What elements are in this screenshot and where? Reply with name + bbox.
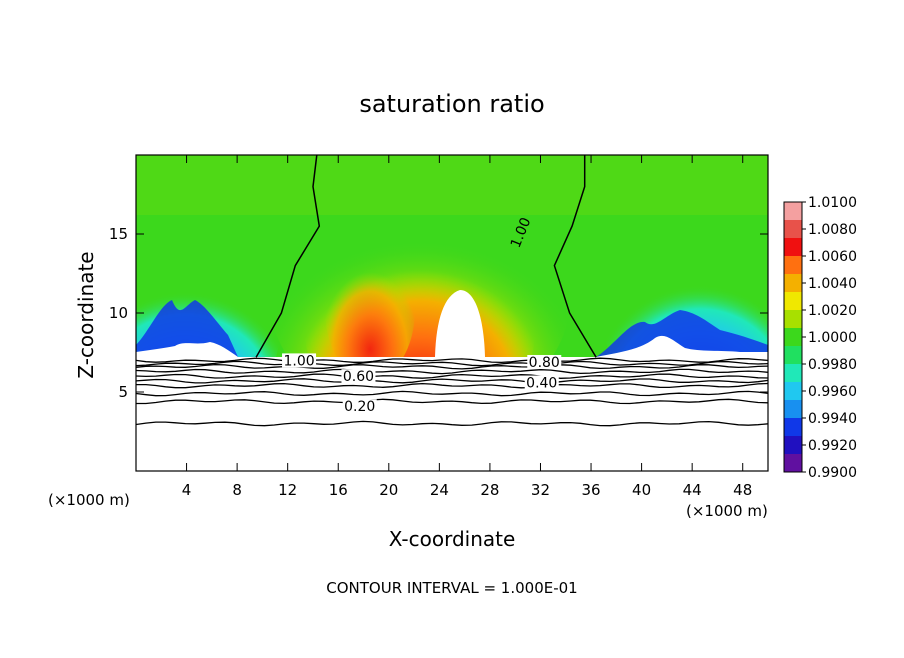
contour-labels: 1.001.00 0.800.60 0.400.20: [282, 215, 562, 415]
colorbar-label: 0.9920: [808, 438, 857, 454]
contour-label-bg: [341, 369, 376, 384]
colorbar-swatch: [784, 436, 802, 455]
plot-area: 1.001.00 0.800.60 0.400.20: [136, 155, 768, 471]
x-axis-label: X-coordinate: [389, 527, 516, 551]
colorbar-swatch: [784, 274, 802, 293]
chart-title: saturation ratio: [359, 90, 544, 118]
contour-label-bg: [342, 399, 377, 414]
x-unit-right: (×1000 m): [686, 502, 768, 520]
colorbar-swatch: [784, 238, 802, 257]
x-tick-label: 12: [278, 481, 297, 499]
colorbar-label: 1.0040: [808, 276, 857, 292]
colorbar-swatch: [784, 346, 802, 365]
center-left-warm-lobe: [325, 240, 415, 380]
contour-label: 0.20: [344, 399, 375, 415]
colorbar-label: 1.0080: [808, 222, 857, 238]
contour-line-1.00: [553, 155, 597, 358]
colorbar-swatch: [784, 310, 802, 329]
x-tick-label: 8: [232, 481, 242, 499]
contour-line: [136, 378, 768, 384]
colorbar-label: 0.9940: [808, 411, 857, 427]
x-tick-label: 32: [531, 481, 550, 499]
x-tick-label: 4: [182, 481, 192, 499]
x-tick-label: 48: [733, 481, 752, 499]
colorbar-swatch: [784, 328, 802, 347]
colorbar-swatch: [784, 292, 802, 311]
colorbar: 1.0100 1.0080 1.0060 1.0040 1.0020 1.0000 0.99…: [783, 195, 857, 481]
colorbar-label: 1.0000: [808, 330, 857, 346]
colorbar-label: 1.0100: [808, 195, 857, 211]
contour-label: 1.00: [283, 353, 314, 369]
colorbar-label: 1.0060: [808, 249, 857, 265]
contour-line: [136, 420, 768, 427]
y-tick-label: 10: [109, 304, 128, 322]
colorbar-swatch: [784, 418, 802, 437]
y-tick-label: 15: [109, 225, 128, 243]
cloud-core-dome: [435, 290, 485, 357]
contour-label: 0.40: [526, 376, 557, 392]
right-cold-ridge: [596, 310, 768, 357]
x-tick-label: 36: [581, 481, 600, 499]
colorbar-label: 0.9900: [808, 465, 857, 481]
x-tick-label: 16: [329, 481, 348, 499]
contour-line: [136, 357, 768, 364]
colorbar-label: 1.0020: [808, 303, 857, 319]
colorbar-swatch: [784, 400, 802, 419]
contour-label-bg: [282, 353, 317, 368]
contour-line-1.00: [255, 155, 321, 358]
colorbar-swatch: [784, 202, 802, 221]
x-tick-label: 20: [379, 481, 398, 499]
x-tick-label: 40: [632, 481, 651, 499]
contour-line: [136, 398, 768, 405]
colorbar-swatch: [784, 382, 802, 401]
y-axis-label: Z-coordinate: [74, 251, 98, 378]
contour-line: [136, 382, 768, 389]
contour-label: 0.60: [343, 369, 374, 385]
contour-lines: [136, 155, 768, 427]
x-tick-label: 28: [480, 481, 499, 499]
colorbar-swatch: [784, 364, 802, 383]
colorbar-swatch: [784, 256, 802, 275]
contour-line: [136, 390, 768, 397]
x-tick-label: 24: [430, 481, 449, 499]
colorbar-swatch: [784, 220, 802, 239]
contour-label-bg: [527, 354, 562, 369]
colorbar-label: 0.9980: [808, 357, 857, 373]
contour-line: [136, 360, 768, 367]
x-unit-left: (×1000 m): [48, 491, 130, 509]
contour-line: [136, 363, 768, 370]
left-terrain-bumps: [136, 342, 238, 357]
contour-label: 0.80: [529, 355, 560, 371]
contour-line: [136, 373, 768, 379]
contour-line: [136, 368, 768, 375]
colorbar-label: 0.9960: [808, 384, 857, 400]
colorbar-swatch: [784, 454, 802, 473]
right-terrain-bumps: [596, 335, 768, 357]
y-tick-label: 5: [118, 383, 128, 401]
contour-interval-note: CONTOUR INTERVAL = 1.000E-01: [326, 579, 577, 597]
contour-label-bg: [524, 375, 559, 390]
x-tick-label: 44: [683, 481, 702, 499]
